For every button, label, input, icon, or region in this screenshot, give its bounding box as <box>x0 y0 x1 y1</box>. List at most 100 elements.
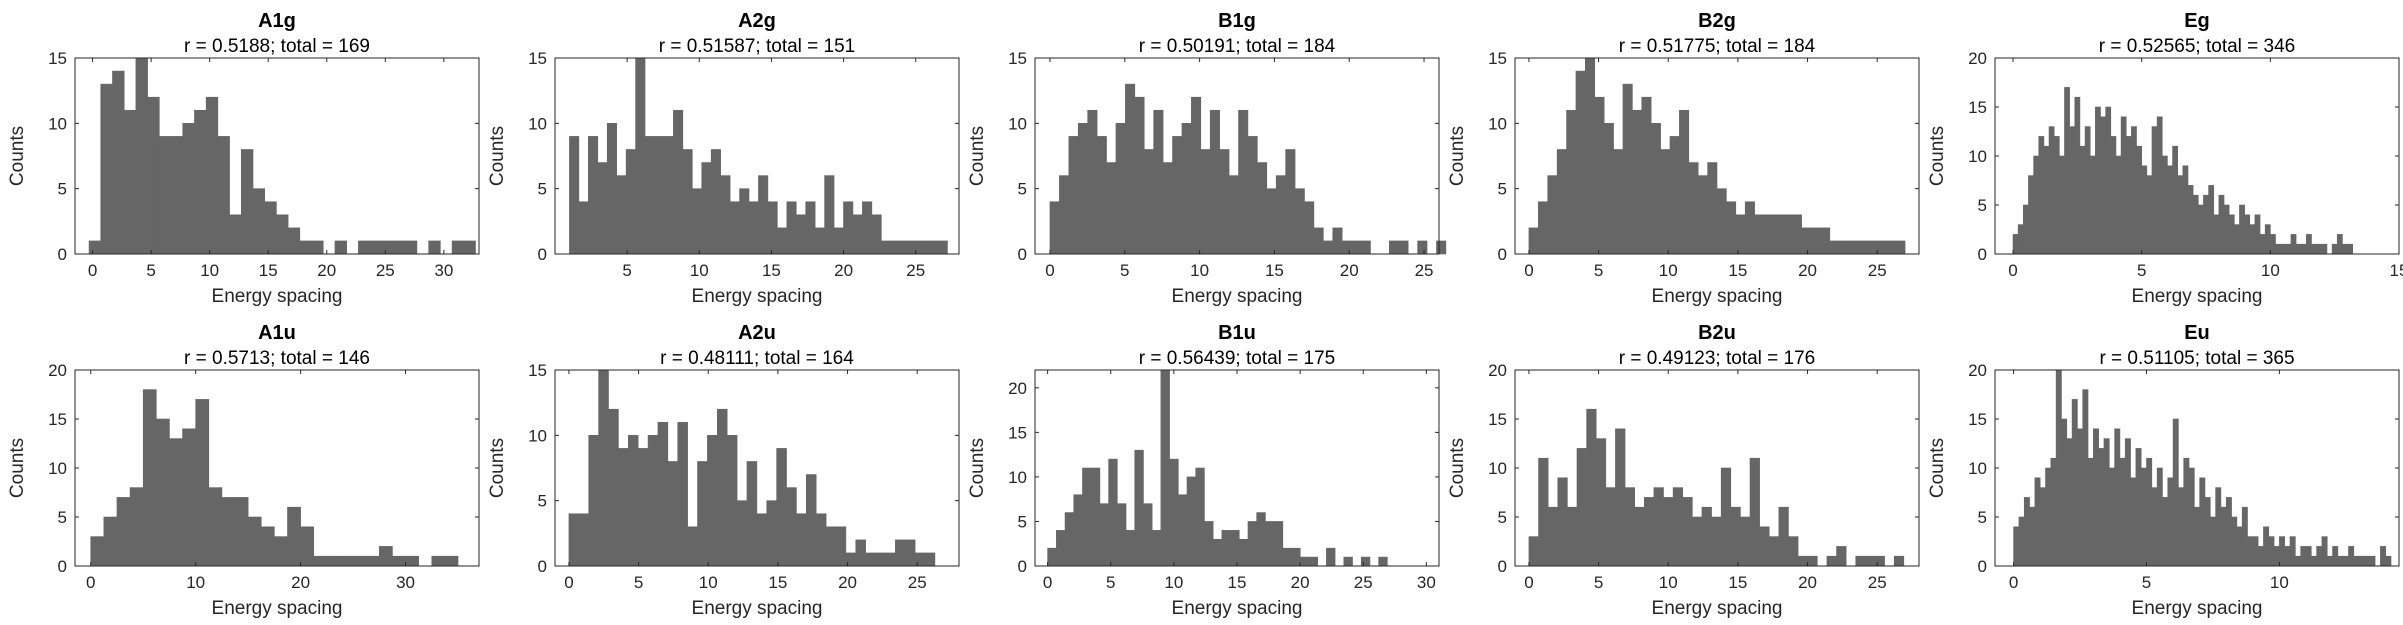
histogram-bar <box>786 487 797 567</box>
y-axis-label: Counts <box>1927 126 1948 186</box>
x-tick-label: 30 <box>396 573 415 592</box>
histogram-bar <box>1759 526 1770 567</box>
histogram-bar <box>865 552 876 567</box>
histogram-bar <box>1672 487 1684 567</box>
y-tick-label: 10 <box>1488 114 1507 133</box>
histogram-bar <box>1744 201 1755 255</box>
histogram-bar <box>1876 240 1887 255</box>
histogram-bar <box>1351 240 1362 255</box>
histogram-bar <box>2089 155 2096 255</box>
histogram-bar <box>2136 145 2142 255</box>
x-axis-label: Energy spacing <box>2132 286 2263 307</box>
histogram-bar <box>129 487 144 567</box>
histogram-bar <box>2182 165 2189 255</box>
chart-b2u: 0 5 10 15 20 25 0 5 10 15 20 B2u r = 0.49123; total … <box>1447 322 1920 619</box>
histogram-bar <box>625 149 636 255</box>
histogram-bar <box>2268 536 2275 567</box>
y-tick-label: 0 <box>1978 245 1987 264</box>
histogram-bar <box>1585 57 1596 255</box>
histogram-bar <box>2273 546 2280 567</box>
histogram-bar <box>2239 204 2245 255</box>
histogram-bar <box>875 552 886 567</box>
y-tick-label: 0 <box>58 557 67 576</box>
histogram-bar <box>814 227 825 255</box>
histogram-bar <box>2259 234 2266 255</box>
histogram-bar <box>365 555 380 567</box>
histogram-bar <box>88 240 102 255</box>
chart-subtitle: r = 0.5713; total = 146 <box>184 348 370 369</box>
y-tick-label: 0 <box>1018 245 1027 264</box>
histogram-bar <box>100 83 113 255</box>
histogram-bar <box>2012 234 2019 255</box>
histogram-bar <box>578 513 590 567</box>
chart-subtitle: r = 0.51105; total = 365 <box>2099 348 2294 369</box>
histogram-bar <box>682 149 693 255</box>
histogram-bar <box>2131 126 2137 255</box>
histogram-bar <box>2244 214 2251 255</box>
histogram-bar <box>1650 123 1661 255</box>
histogram-bar <box>637 448 649 567</box>
y-tick-label: 15 <box>1008 423 1027 442</box>
histogram-bar <box>2306 234 2312 255</box>
histogram-bar <box>2125 136 2132 255</box>
histogram-bar <box>1688 162 1699 255</box>
x-tick-label: 5 <box>1594 573 1603 592</box>
x-tick-label: 20 <box>1798 261 1817 280</box>
histogram-bar <box>1304 201 1315 255</box>
y-axis-label: Counts <box>967 438 988 498</box>
histogram-bar <box>2337 555 2344 567</box>
histogram-bar <box>1773 214 1784 255</box>
histogram-bar <box>135 57 148 255</box>
histogram-bar <box>195 399 210 567</box>
histogram-bar <box>1867 240 1878 255</box>
histogram-bar <box>2156 116 2163 255</box>
x-tick-label: 5 <box>1106 573 1115 592</box>
histogram-bar <box>234 497 249 567</box>
x-tick-label: 0 <box>2009 573 2018 592</box>
histogram-bar <box>729 201 740 255</box>
histogram-bar <box>806 474 817 567</box>
histogram-bar <box>170 136 184 255</box>
y-tick-label: 15 <box>1488 49 1507 68</box>
histogram-bar <box>2151 126 2158 255</box>
histogram-bar <box>1134 449 1144 567</box>
histogram-bars <box>1047 369 1388 567</box>
histogram-bar <box>2295 555 2301 567</box>
histogram-bar <box>2326 555 2333 567</box>
histogram-bar <box>2120 116 2127 255</box>
histogram-bar <box>123 109 137 255</box>
histogram-bar <box>1538 457 1549 567</box>
histogram-bar <box>2110 136 2117 255</box>
histogram-bar <box>726 435 738 567</box>
histogram-bar <box>710 149 721 255</box>
plot-frame <box>554 369 960 567</box>
x-tick-label: 10 <box>186 573 205 592</box>
histogram-bar <box>1125 83 1136 255</box>
histogram-bar <box>667 461 679 567</box>
histogram-bar <box>2215 487 2222 567</box>
histogram-bar <box>1436 240 1447 255</box>
histogram-bar <box>274 536 288 567</box>
histogram-bar <box>1838 240 1849 255</box>
histogram-bar <box>2311 243 2317 255</box>
histogram-bar <box>2310 555 2317 567</box>
histogram-bar <box>606 123 617 255</box>
histogram-bar <box>1603 123 1614 255</box>
histogram-bar <box>182 123 195 255</box>
histogram-bar <box>1115 123 1126 255</box>
histogram-bar <box>880 240 892 255</box>
histogram-bar <box>1613 149 1624 255</box>
histogram-bar <box>2194 506 2200 567</box>
histogram-bar <box>299 240 312 255</box>
histogram-bar <box>924 552 936 567</box>
histogram-bar <box>1763 214 1774 255</box>
y-tick-label: 15 <box>528 49 547 68</box>
y-tick-label: 15 <box>528 361 547 380</box>
histogram-bar <box>2162 497 2169 567</box>
histogram-bar <box>1247 521 1257 567</box>
histogram-bar <box>2066 438 2073 567</box>
histogram-bar <box>1238 109 1249 255</box>
histogram-bar <box>326 555 341 567</box>
histogram-bar <box>2087 457 2094 567</box>
